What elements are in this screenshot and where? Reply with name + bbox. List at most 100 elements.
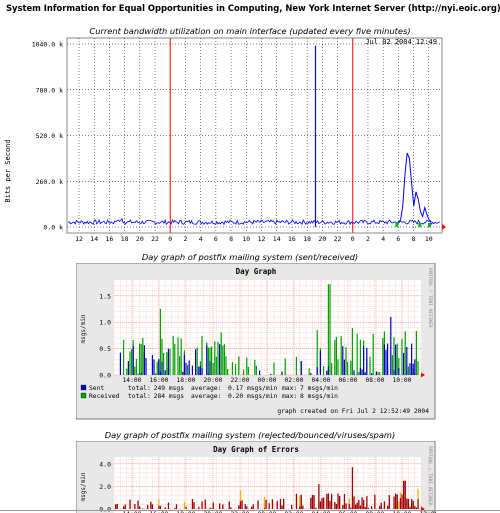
mail-day-sent-bar — [343, 359, 345, 375]
mail-errors-bar — [268, 503, 270, 509]
mail-day-sent-bar — [209, 361, 211, 375]
mail-day-xtick: 08:00 — [366, 377, 385, 384]
mail-errors-bar — [265, 499, 267, 509]
mail-day-sent-bar — [270, 373, 272, 375]
mail-day-sent-bar — [364, 372, 366, 375]
mail-errors-bar — [393, 496, 395, 509]
bandwidth-xtick: 4 — [199, 235, 203, 243]
mail-day-ytick: 1.5 — [99, 292, 111, 300]
mail-day-received-bar — [417, 361, 419, 375]
mail-errors-bar — [417, 499, 419, 509]
mail-errors-bar — [335, 503, 338, 509]
mail-errors-bar — [263, 508, 266, 509]
mail-errors-bar — [123, 506, 125, 509]
mail-day-received-bar — [323, 365, 325, 375]
mail-day-received-bar — [345, 347, 347, 375]
mail-day-received-bar — [163, 353, 165, 375]
mail-errors-bar-alt — [348, 498, 350, 504]
mail-day-received-bar — [377, 371, 379, 375]
mail-errors-xtick: 00:00 — [258, 511, 277, 513]
mail-day-xtick: 22:00 — [231, 377, 250, 384]
mail-day-graph: Day Graph 1.5 1.0 0.5 0.0 14:00 16:00 18:00 20… — [76, 263, 436, 420]
mail-errors-bar — [387, 505, 389, 509]
mail-errors-bar — [350, 507, 352, 509]
mail-errors-xtick: 04:00 — [312, 511, 331, 513]
mail-errors-graph: Day Graph of Errors 4.0 2.0 0.0 14:00 16:00… — [76, 441, 436, 513]
mail-day-received-bar — [358, 371, 360, 375]
mail-day-received-bar — [243, 369, 245, 375]
mail-errors-bar — [300, 494, 302, 509]
mail-day-received-bar — [222, 345, 224, 375]
mail-errors-bar — [363, 499, 365, 509]
mail-day-sent-bar — [201, 368, 203, 375]
mail-errors-bar-alt — [299, 495, 301, 507]
mail-day-received-bar — [331, 362, 333, 375]
mail-errors-bar — [159, 505, 162, 509]
mail-errors-bar — [334, 501, 336, 509]
bandwidth-xtick: 10 — [425, 235, 433, 243]
mail-day-sent-bar — [158, 359, 160, 375]
mail-errors-bar — [399, 497, 402, 509]
mail-day-xtick: 16:00 — [150, 377, 169, 384]
bandwidth-timestamp: Jul 02 2004 12:49 — [365, 38, 437, 46]
mail-day-xtick: 10:00 — [393, 377, 412, 384]
mail-day-legend-avg-label: average: — [191, 385, 221, 392]
bandwidth-ylabel: Bits per Second — [4, 139, 12, 202]
mail-day-received-bar — [223, 344, 225, 375]
mail-errors-bar — [406, 498, 408, 509]
mail-day-received-bar — [156, 361, 158, 375]
mail-day-received-bar — [407, 366, 409, 375]
mail-day-sent-bar — [151, 354, 153, 375]
mail-day-legend-total: 284 msgs — [154, 393, 185, 400]
mail-errors-bar — [116, 503, 118, 509]
mail-errors-bar — [339, 495, 341, 509]
mail-day-received-bar — [231, 362, 233, 375]
mail-errors-bar — [251, 506, 253, 509]
mail-errors-bar — [252, 504, 254, 509]
mail-errors-xtick: 16:00 — [150, 511, 169, 513]
mail-day-received-bar — [214, 341, 216, 375]
mail-errors-bar — [134, 504, 136, 509]
mail-errors-bar — [244, 504, 246, 509]
mail-errors-caption: Day graph of postfix mailing system (rej… — [104, 430, 396, 440]
mail-day-sent-bar — [219, 344, 221, 375]
mail-day-sent-bar — [409, 363, 411, 375]
mail-day-received-bar — [347, 361, 349, 375]
mail-day-received-bar — [335, 336, 337, 375]
mail-day-received-bar — [334, 339, 336, 375]
mail-errors-bar — [299, 506, 301, 509]
mail-errors-bar — [198, 506, 200, 509]
mail-day-received-bar — [401, 339, 403, 375]
mail-day-sent-bar — [359, 367, 361, 375]
bandwidth-ytick: 1040.0 k — [32, 41, 63, 49]
bandwidth-green-mark — [428, 223, 431, 227]
mail-day-received-bar — [316, 330, 318, 375]
mail-errors-bar — [401, 494, 403, 509]
mail-day-sent-bar — [383, 344, 385, 375]
mail-errors-bar — [383, 501, 386, 509]
mail-day-received-bar — [137, 373, 139, 375]
mail-day-received-bar — [396, 343, 398, 375]
mail-day-sent-bar — [143, 345, 145, 375]
mail-errors-bar — [185, 506, 187, 509]
mail-day-received-bar — [255, 365, 257, 375]
mail-day-received-bar — [398, 357, 400, 375]
mail-day-received-bar — [169, 348, 171, 375]
mail-day-ytick: 0.0 — [99, 372, 111, 380]
mail-day-sent-bar — [188, 360, 190, 375]
mail-errors-xtick: 10:00 — [393, 511, 412, 513]
mail-day-received-bar — [212, 363, 214, 375]
mail-day-received-bar — [179, 356, 181, 375]
mail-errors-bar — [388, 495, 390, 509]
bandwidth-xtick: 0 — [168, 235, 172, 243]
bandwidth-ytick: 520.0 k — [36, 132, 63, 140]
mail-day-received-bar — [187, 365, 189, 375]
mail-errors-bar — [311, 494, 314, 509]
mail-day-sent-bar — [132, 346, 134, 375]
mail-errors-bar — [228, 501, 230, 509]
mail-errors-xtick: 18:00 — [177, 511, 196, 513]
mail-errors-bar — [239, 501, 242, 509]
mail-errors-xtick: 14:00 — [123, 511, 142, 513]
mail-errors-bar — [124, 504, 126, 509]
mail-day-received-bar — [391, 355, 393, 375]
